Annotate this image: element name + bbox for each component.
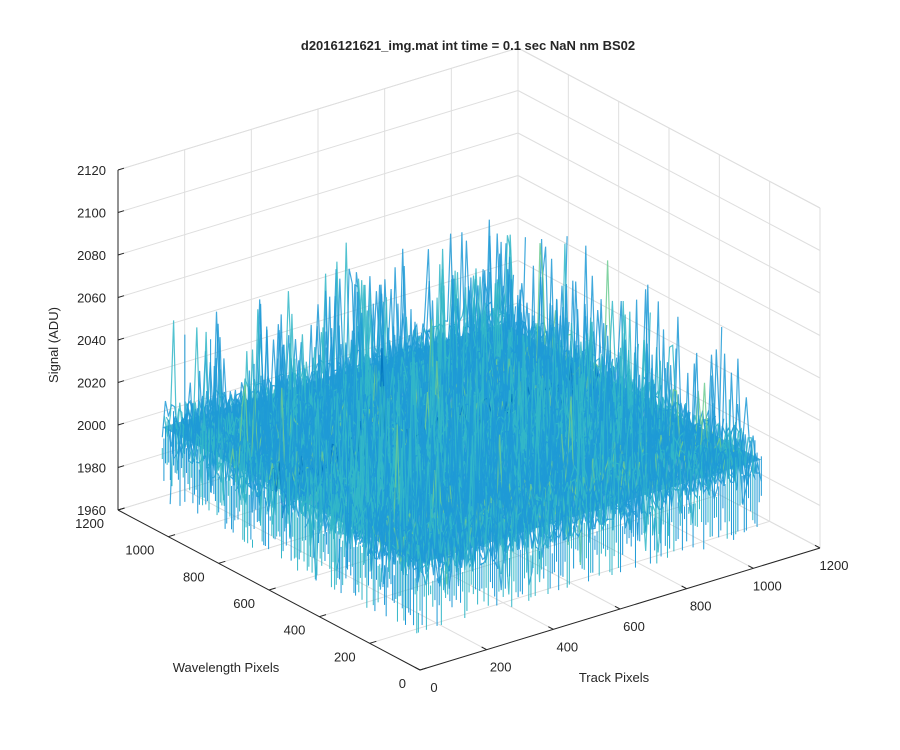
x-tick-mark [548,626,554,630]
grid-line [517,47,821,209]
x-axis-label: Track Pixels [579,670,650,685]
chart-tick-labels: 0 200 400 600 800 1000 1200 0 200 400 600 800 1000 12… [75,163,848,695]
x-tick-label: 600 [623,619,645,634]
z-tick-label: 1960 [77,503,106,518]
z-axis-label: Signal (ADU) [46,307,61,383]
y-tick-label: 800 [183,569,205,584]
grid-line [117,47,519,171]
chart-title: d2016121621_img.mat int time = 0.1 sec N… [301,38,635,53]
x-tick-label: 200 [490,660,512,675]
z-tick-label: 2080 [77,248,106,263]
z-tick-mark [117,210,125,213]
x-tick-mark [681,585,687,590]
z-tick-mark [117,507,125,511]
z-tick-label: 1980 [77,461,106,476]
y-tick-label: 600 [233,596,255,611]
y-tick-mark [369,640,377,644]
z-tick-mark [117,337,125,341]
surface-plot [161,219,762,634]
x-tick-label: 400 [556,639,578,654]
x-tick-label: 800 [690,599,712,614]
x-tick-label: 1000 [753,578,782,593]
z-tick-mark [117,167,125,171]
x-tick-label: 1200 [820,558,849,573]
z-tick-label: 2060 [77,291,106,306]
chart-axes [117,167,821,671]
y-tick-label: 200 [334,649,356,664]
z-tick-mark [117,422,125,426]
y-tick-mark [218,560,226,564]
z-tick-mark [117,380,125,383]
z-tick-label: 2040 [77,333,106,348]
x-tick-mark [814,544,821,549]
y-tick-label: 1200 [75,516,104,531]
y-tick-label: 400 [284,623,306,638]
y-tick-mark [268,587,276,591]
x-tick-mark [414,666,421,671]
y-tick-mark [419,667,427,671]
z-tick-label: 2100 [77,206,106,221]
y-tick-mark [168,534,176,538]
y-tick-label: 0 [399,676,406,691]
z-tick-mark [117,252,125,256]
x-tick-mark [614,605,621,610]
y-tick-mark [319,614,327,618]
z-tick-mark [117,295,125,298]
z-tick-label: 2000 [77,418,106,433]
x-tick-mark [481,646,487,651]
z-tick-mark [117,465,125,468]
x-tick-mark [748,565,754,569]
z-tick-label: 2020 [77,376,106,391]
y-tick-label: 1000 [125,543,154,558]
y-axis-label: Wavelength Pixels [173,660,280,675]
z-tick-label: 2120 [77,163,106,178]
x-tick-label: 0 [430,680,437,695]
